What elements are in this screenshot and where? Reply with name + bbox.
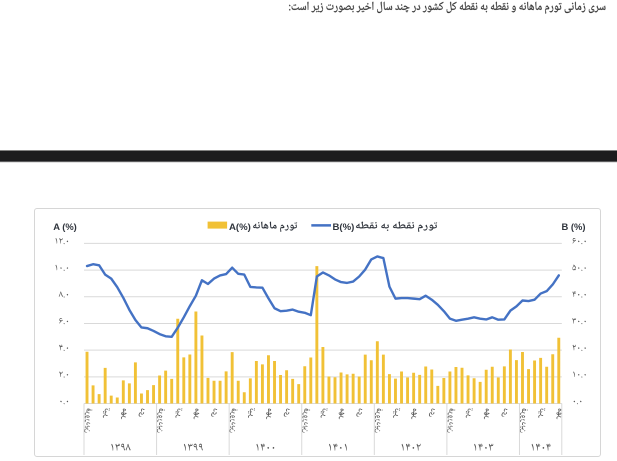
svg-text:A(%): A(%): [229, 222, 251, 233]
svg-text:B(%): B(%): [333, 222, 355, 233]
svg-text:B (%): B (%): [562, 221, 586, 232]
svg-text:A (%): A (%): [53, 221, 77, 232]
